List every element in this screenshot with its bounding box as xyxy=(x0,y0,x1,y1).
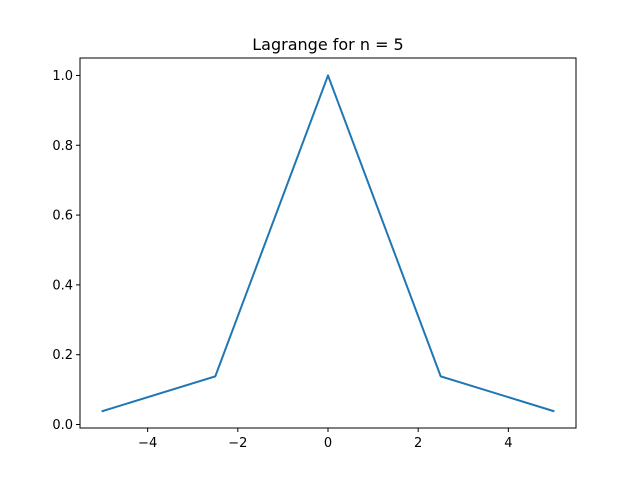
y-tick-label: 0.4 xyxy=(52,278,73,293)
y-tick-label: 1.0 xyxy=(52,69,73,84)
chart-title: Lagrange for n = 5 xyxy=(252,35,403,54)
x-tick-label: 0 xyxy=(324,436,332,451)
x-tick-label: −4 xyxy=(138,436,157,451)
y-tick-label: 0.0 xyxy=(52,418,73,433)
series-line xyxy=(101,74,555,413)
y-tick-label: 0.6 xyxy=(52,209,73,224)
y-tick-label: 0.2 xyxy=(52,348,73,363)
y-axis-ticks: 0.0 0.2 0.4 0.6 0.8 1.0 xyxy=(52,69,80,433)
x-tick-label: −2 xyxy=(228,436,247,451)
plot-area xyxy=(101,74,555,413)
x-tick-label: 2 xyxy=(414,436,422,451)
axes-frame xyxy=(79,57,577,429)
y-tick-label: 0.8 xyxy=(52,139,73,154)
x-tick-label: 4 xyxy=(504,436,512,451)
x-axis-ticks: −4 −2 0 2 4 xyxy=(138,428,513,451)
